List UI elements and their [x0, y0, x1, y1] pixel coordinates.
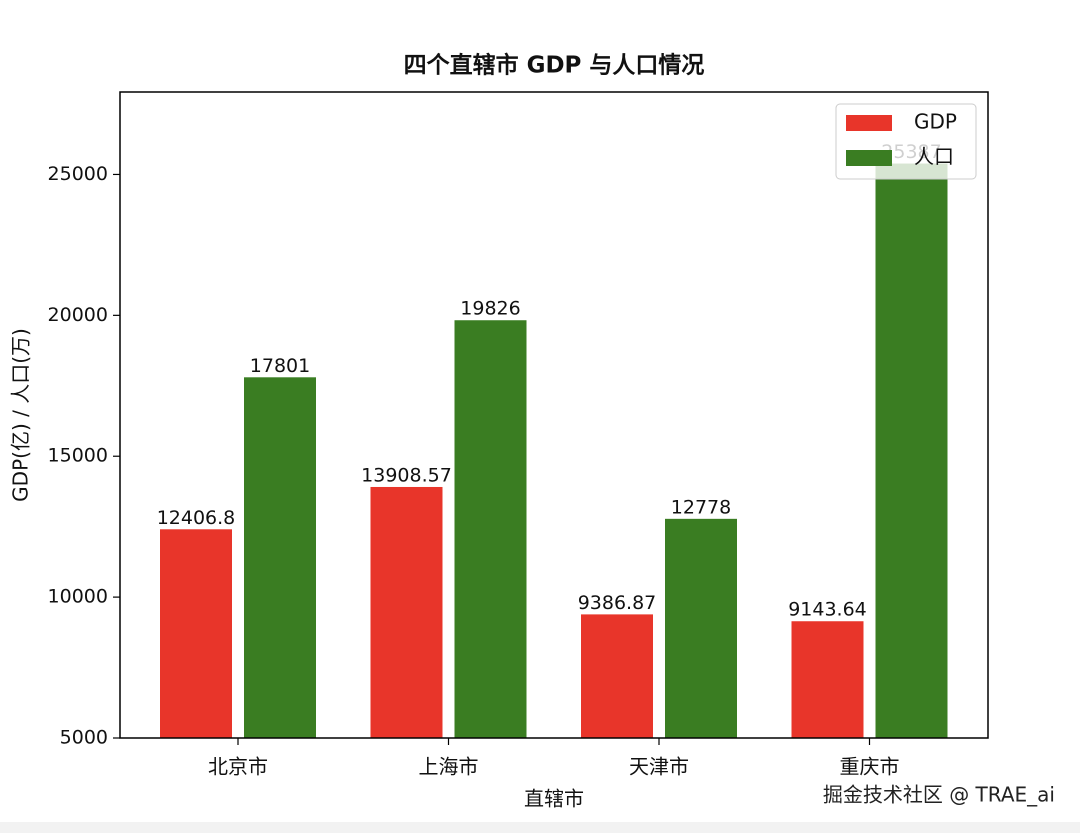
y-tick-label: 10000: [48, 586, 108, 608]
y-tick-label: 25000: [48, 163, 108, 185]
y-tick-label: 5000: [60, 727, 108, 749]
value-label: 19826: [460, 298, 520, 320]
x-tick-label: 天津市: [629, 755, 689, 779]
y-axis-label: GDP(亿) / 人口(万): [9, 328, 33, 502]
x-tick-label: 北京市: [208, 755, 268, 779]
y-tick-label: 15000: [48, 445, 108, 467]
bar: [244, 377, 316, 738]
legend-swatch: [846, 115, 892, 131]
bar: [370, 486, 443, 738]
value-label: 12406.8: [157, 507, 236, 529]
bar: [160, 529, 232, 738]
legend-swatch: [846, 150, 892, 166]
x-tick-label: 重庆市: [840, 755, 900, 779]
value-label: 12778: [671, 496, 731, 518]
chart-title: 四个直辖市 GDP 与人口情况: [404, 52, 705, 79]
bar: [665, 518, 737, 738]
legend-label: 人口: [914, 145, 954, 169]
legend-label: GDP: [914, 110, 957, 134]
bar: [791, 621, 864, 738]
bottom-strip: [0, 822, 1080, 833]
value-label: 9143.64: [788, 599, 867, 621]
value-label: 9386.87: [578, 592, 657, 614]
bar: [581, 614, 653, 738]
value-label: 17801: [250, 355, 310, 377]
x-tick-label: 上海市: [419, 755, 479, 779]
bar: [875, 163, 948, 738]
plot-frame: [119, 91, 989, 739]
bar: [454, 320, 527, 738]
value-label: 13908.57: [361, 464, 452, 486]
x-axis-label: 直辖市: [524, 787, 584, 811]
y-tick-label: 20000: [48, 304, 108, 326]
watermark: 掘金技术社区 @ TRAE_ai: [823, 783, 1055, 807]
